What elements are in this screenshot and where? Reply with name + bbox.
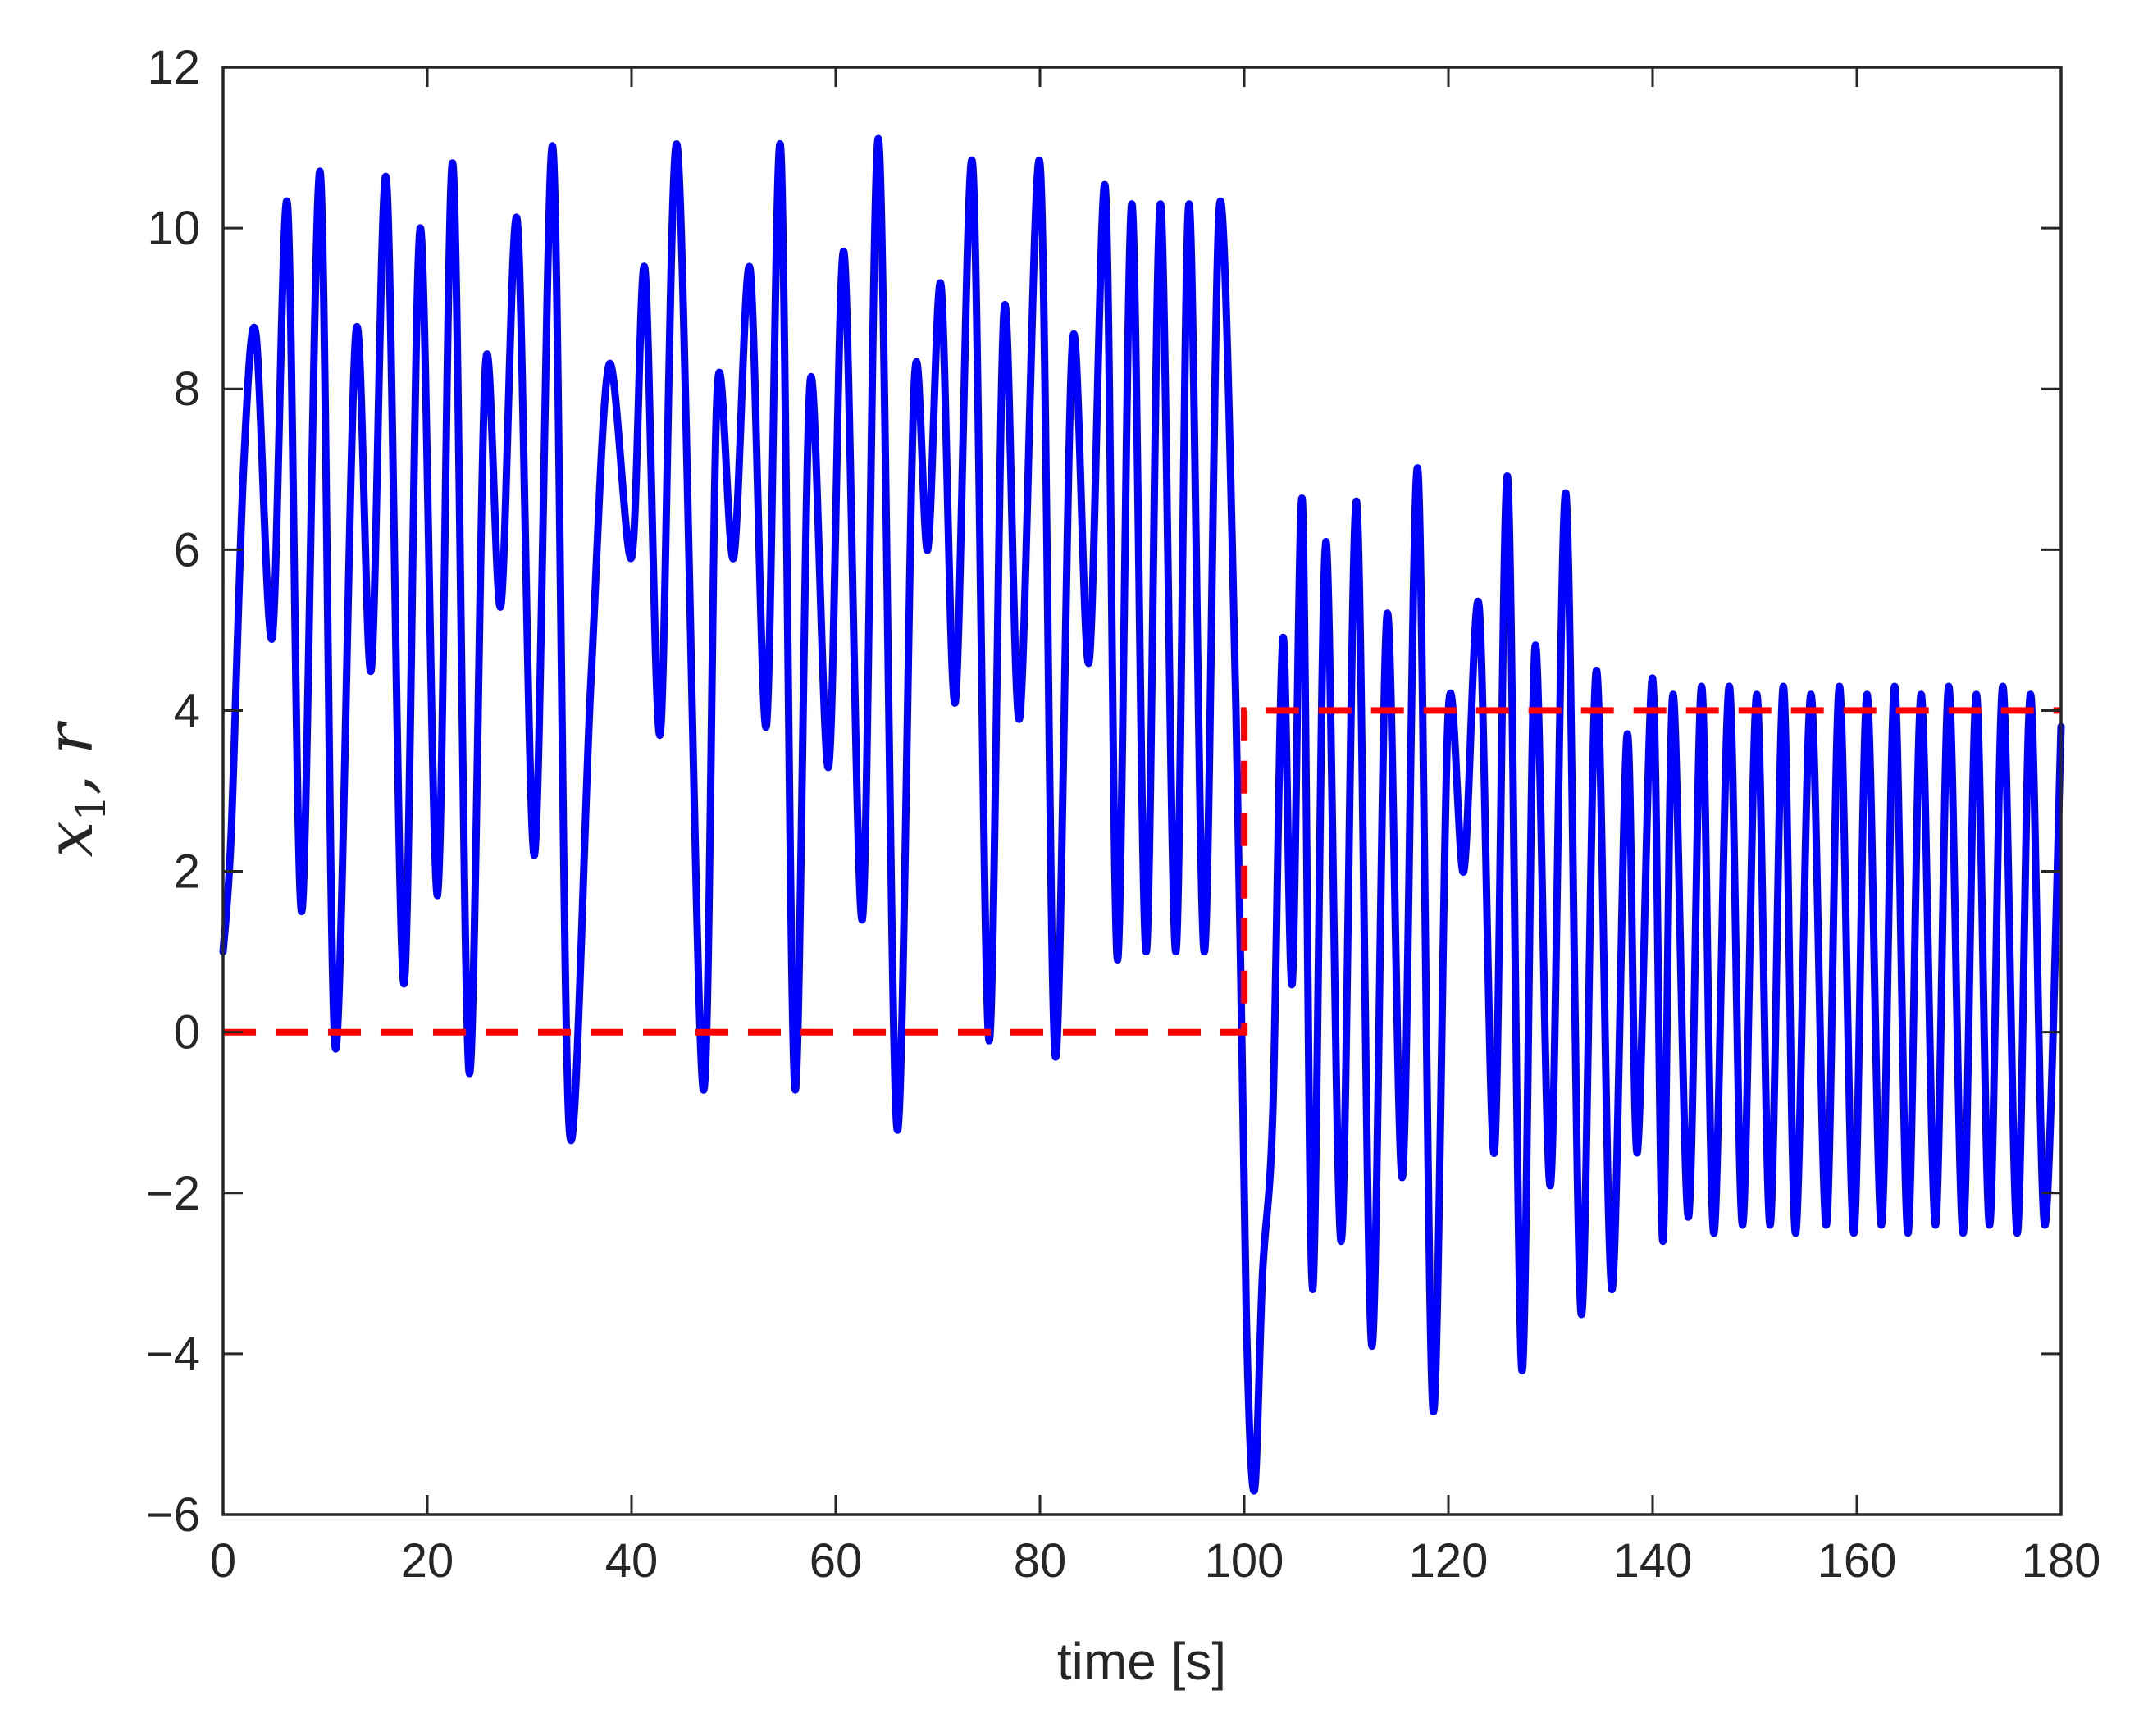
x-tick-label: 60: [809, 1534, 863, 1588]
y-tick-label: 6: [174, 523, 200, 576]
series-line-reference: [223, 707, 2061, 1036]
x-axis-title: time [s]: [1057, 1632, 1226, 1691]
y-axis-title: x1, r: [34, 720, 115, 857]
x-tick-label: 100: [1205, 1534, 1284, 1588]
series-layer: [219, 134, 2065, 1495]
axes-box: [221, 66, 2063, 1516]
y-axis-title-separator: ,: [34, 754, 107, 795]
x-tick-label: 180: [2022, 1534, 2101, 1588]
x-tick-label: 20: [401, 1534, 454, 1588]
y-tick-label: 2: [174, 845, 200, 899]
y-axis-title-var2: r: [34, 720, 107, 754]
x-tick-label: 160: [1817, 1534, 1897, 1588]
y-tick-label: 12: [147, 41, 200, 94]
y-tick-label: 4: [174, 684, 200, 737]
y-tick-label: 10: [147, 202, 200, 255]
y-tick-label: −2: [146, 1167, 200, 1220]
y-tick-label: −6: [146, 1488, 200, 1542]
series-line-response: [219, 134, 2065, 1495]
ticks-layer: 0 20 40 60 80 100 120 140 160 180 −6 −4 −2 0 2 4 6 8 10 12: [146, 41, 2101, 1588]
x-tick-label: 0: [210, 1534, 236, 1588]
x-tick-label: 40: [605, 1534, 659, 1588]
y-axis-title-subscript: 1: [67, 795, 115, 822]
y-tick-label: −4: [146, 1328, 200, 1381]
x-tick-label: 140: [1613, 1534, 1693, 1588]
y-tick-label: 8: [174, 362, 200, 416]
x-tick-label: 120: [1409, 1534, 1489, 1588]
y-tick-label: 0: [174, 1006, 200, 1059]
y-axis-title-var: x: [34, 821, 107, 857]
x-tick-label: 80: [1014, 1534, 1067, 1588]
